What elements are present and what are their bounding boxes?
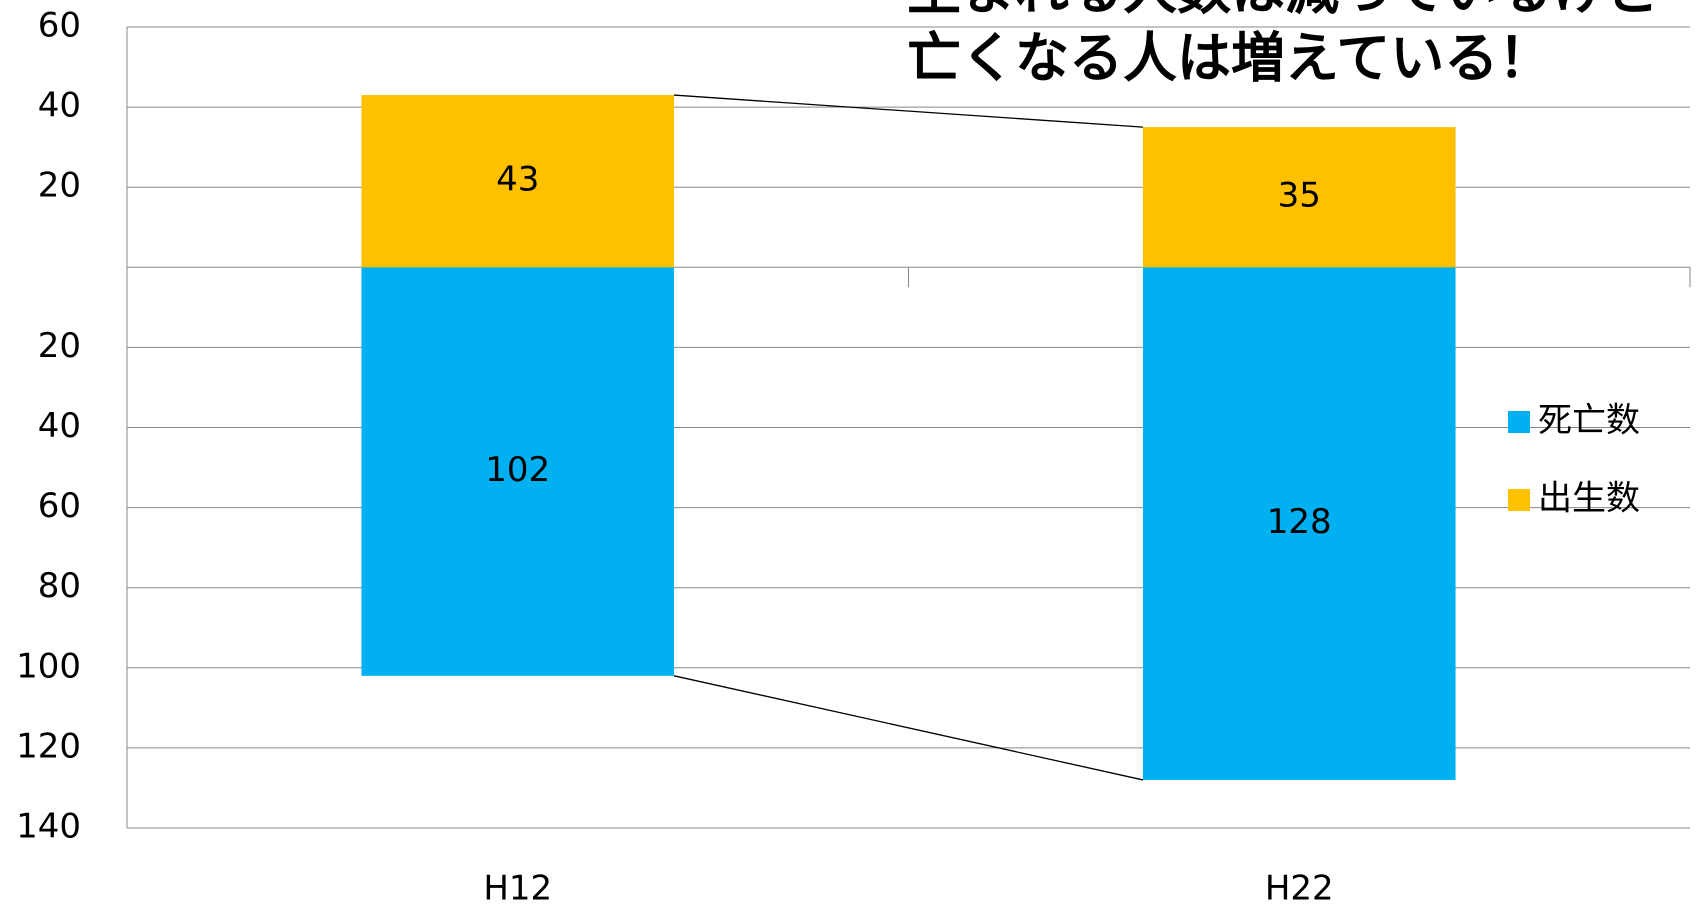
x-tick-label: H12 <box>483 869 552 909</box>
y-tick-label: 60 <box>38 6 81 46</box>
y-tick-label: 20 <box>38 326 81 366</box>
y-tick-label: 20 <box>38 166 81 206</box>
y-tick-label: 100 <box>16 646 81 686</box>
legend-swatch <box>1508 411 1530 433</box>
series-line <box>673 675 1144 781</box>
legend-label: 出生数 <box>1538 479 1640 519</box>
value-label: 35 <box>1278 176 1321 216</box>
bar <box>1142 127 1456 268</box>
bar <box>1142 267 1456 780</box>
y-tick-label: 40 <box>38 86 81 126</box>
y-tick-label: 140 <box>16 807 81 847</box>
y-tick-label: 120 <box>16 726 81 766</box>
value-label: 128 <box>1267 502 1332 542</box>
y-tick-label: 60 <box>38 486 81 526</box>
title-line: 亡くなる人は増えている！ <box>907 27 1552 90</box>
bar <box>361 95 675 268</box>
y-tick-label: 80 <box>38 566 81 606</box>
y-tick-label: 40 <box>38 406 81 446</box>
bar <box>361 267 675 676</box>
legend-label: 死亡数 <box>1538 401 1640 441</box>
value-label: 102 <box>485 450 550 490</box>
legend-swatch <box>1508 489 1530 511</box>
value-label: 43 <box>496 160 539 200</box>
series-line <box>674 94 1143 128</box>
title-line: 生まれる人数は減っているけど <box>907 0 1660 22</box>
x-tick-label: H22 <box>1265 869 1334 909</box>
